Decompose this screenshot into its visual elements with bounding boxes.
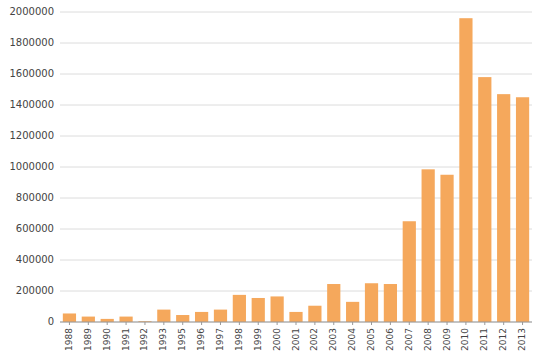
y-tick-label: 1200000 [9, 130, 54, 141]
x-tick-label: 1989 [83, 328, 93, 351]
bar [119, 317, 132, 322]
chart-container: 0 200000 400000 600000 800000 1000000 1200000 1… [0, 0, 542, 364]
x-tick [296, 322, 297, 325]
x-tick [465, 322, 466, 325]
x-tick-label: 1998 [234, 328, 244, 351]
x-tick-label: 2000 [272, 328, 282, 351]
x-tick [390, 322, 391, 325]
x-tick [126, 322, 127, 325]
x-tick [69, 322, 70, 325]
x-tick-label: 1999 [253, 328, 263, 351]
x-tick [144, 322, 145, 325]
bar [422, 169, 435, 322]
bar [82, 317, 95, 322]
x-tick-label: 2011 [479, 328, 489, 351]
y-tick-label: 1400000 [9, 99, 54, 110]
x-tick-label: 1992 [139, 328, 149, 351]
x-tick [484, 322, 485, 325]
x-tick-label: 1997 [215, 328, 225, 351]
x-tick [371, 322, 372, 325]
y-tick-label: 1800000 [9, 37, 54, 48]
bar [271, 296, 284, 322]
chart: 0 200000 400000 600000 800000 1000000 1200000 1… [0, 0, 542, 364]
bar [365, 283, 378, 322]
x-tick [409, 322, 410, 325]
x-tick-label: 1995 [177, 328, 187, 351]
bar [308, 306, 321, 322]
x-tick-label: 2004 [347, 328, 357, 351]
x-tick [201, 322, 202, 325]
bar [63, 313, 76, 322]
bar [214, 310, 227, 322]
grid-line [60, 12, 532, 13]
x-tick-label: 1988 [64, 328, 74, 351]
x-tick [220, 322, 221, 325]
x-tick [182, 322, 183, 325]
x-tick-label: 2001 [291, 328, 301, 351]
x-tick [428, 322, 429, 325]
x-tick-label: 2002 [309, 328, 319, 351]
y-tick-label: 2000000 [9, 6, 54, 17]
x-tick-label: 1990 [102, 328, 112, 351]
x-tick [107, 322, 108, 325]
x-tick-label: 2003 [328, 328, 338, 351]
bars [63, 18, 529, 322]
x-tick [522, 322, 523, 325]
x-tick-label: 2007 [404, 328, 414, 351]
x-tick-label: 2009 [442, 328, 452, 351]
bar [346, 302, 359, 322]
bar [289, 312, 302, 322]
bar [327, 284, 340, 322]
x-tick-label: 2008 [423, 328, 433, 351]
x-tick-label: 1996 [196, 328, 206, 351]
y-tick-label: 1000000 [9, 161, 54, 172]
x-tick-label: 1993 [158, 328, 168, 351]
bar [384, 284, 397, 322]
y-tick-label: 800000 [16, 192, 54, 203]
y-axis: 0 200000 400000 600000 800000 1000000 1200000 1… [9, 6, 532, 327]
x-tick [277, 322, 278, 325]
x-tick-label: 2013 [517, 328, 527, 351]
y-tick-label: 1600000 [9, 68, 54, 79]
x-tick [258, 322, 259, 325]
x-tick [239, 322, 240, 325]
bar [195, 312, 208, 322]
bar [516, 97, 529, 322]
x-tick [314, 322, 315, 325]
x-axis: 1988 1989 1990 1991 1992 1993 1995 1996 1997 1998… [60, 322, 532, 351]
x-tick [163, 322, 164, 325]
x-tick-label: 2012 [498, 328, 508, 351]
bar [478, 77, 491, 322]
y-tick-label: 200000 [16, 285, 54, 296]
x-tick [352, 322, 353, 325]
x-tick-label: 2010 [460, 328, 470, 351]
bar [252, 298, 265, 322]
bar [157, 310, 170, 322]
bar [459, 18, 472, 322]
x-tick-label: 2006 [385, 328, 395, 351]
x-tick-label: 2005 [366, 328, 376, 351]
bar [233, 295, 246, 322]
bar [440, 175, 453, 322]
x-tick [333, 322, 334, 325]
y-tick-label: 600000 [16, 223, 54, 234]
bar [403, 221, 416, 322]
x-tick [447, 322, 448, 325]
y-tick-label: 400000 [16, 254, 54, 265]
y-tick-label: 0 [48, 316, 54, 327]
x-tick-label: 1991 [121, 328, 131, 351]
bar [176, 315, 189, 322]
x-tick [88, 322, 89, 325]
bar [497, 94, 510, 322]
x-tick [503, 322, 504, 325]
